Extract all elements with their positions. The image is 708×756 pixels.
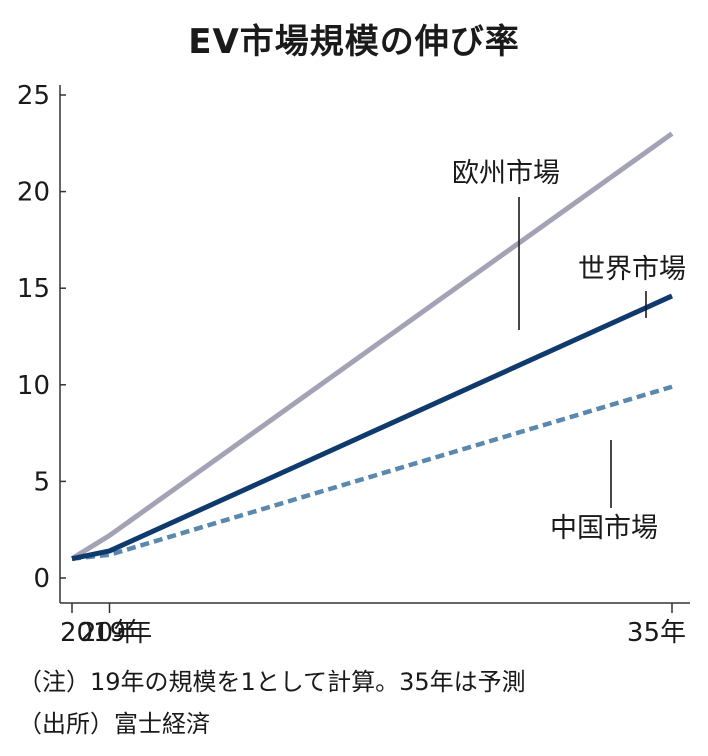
x-tick-label: 2019年 <box>60 618 152 648</box>
y-tick-label: 20 <box>17 178 50 208</box>
chart-source: （出所）富士経済 <box>18 710 210 738</box>
series-lines <box>70 131 674 562</box>
y-tick-label: 15 <box>17 274 50 304</box>
y-tick-label: 25 <box>17 81 50 111</box>
series-line <box>71 293 674 562</box>
y-tick-label: 10 <box>17 371 50 401</box>
series-label: 欧州市場 <box>452 158 560 189</box>
series-label: 中国市場 <box>550 513 658 544</box>
chart-note: （注）19年の規模を1として計算。35年は予測 <box>18 668 526 696</box>
series-line <box>70 131 674 561</box>
y-tick-label: 5 <box>33 467 50 497</box>
y-tick-label: 0 <box>33 564 50 594</box>
chart-title: EV市場規模の伸び率 <box>188 22 520 62</box>
series-label: 世界市場 <box>578 254 686 285</box>
x-tick-label: 35年 <box>627 618 686 648</box>
x-tick-label: 20年 <box>80 618 139 648</box>
